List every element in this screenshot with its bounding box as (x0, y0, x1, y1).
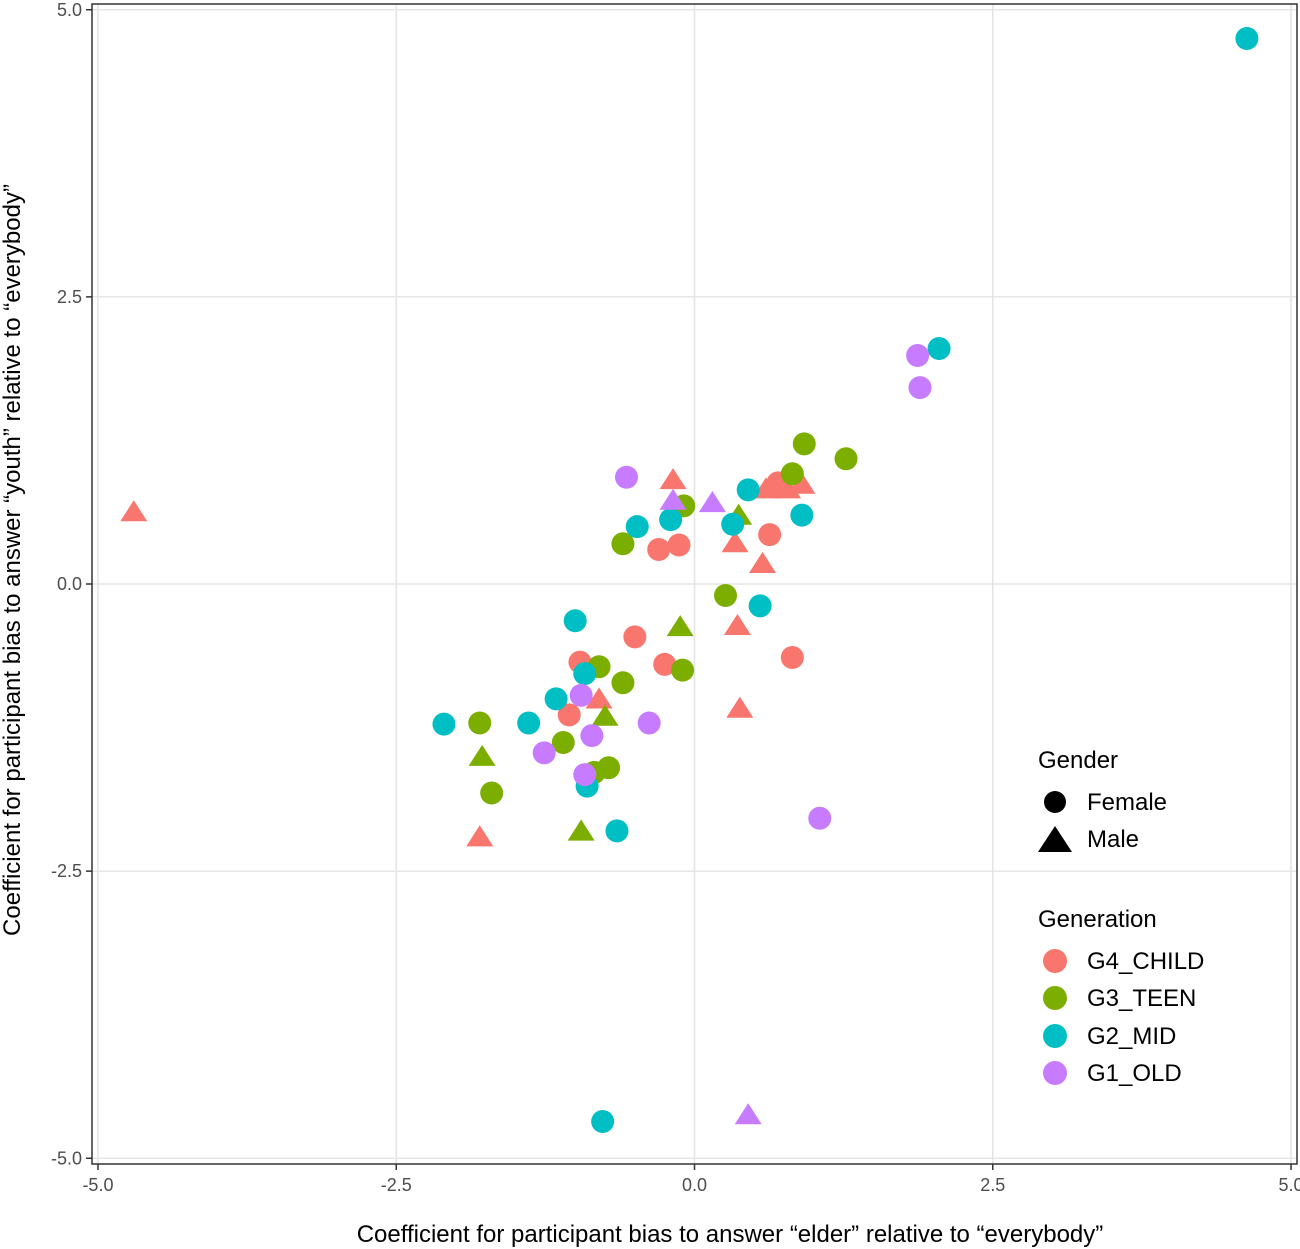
point-g1-old-male-66 (734, 1103, 762, 1125)
point-g4-child-female-17 (557, 703, 581, 727)
point-g3-teen-male-27 (666, 615, 694, 637)
point-g1-old-female-65 (808, 806, 832, 830)
point-g1-old-female-57 (614, 465, 638, 489)
legend-male-label: Male (1087, 826, 1139, 853)
point-g3-teen-female-30 (611, 671, 635, 695)
point-g1-old-female-60 (569, 683, 593, 707)
x-tick-label-0: -5.0 (82, 1175, 113, 1195)
point-g3-teen-female-26 (714, 583, 738, 607)
point-g2-mid-female-47 (563, 609, 587, 633)
point-g2-mid-female-43 (659, 508, 683, 532)
point-g1-old-male-59 (698, 491, 726, 513)
legend-generation-title: Generation (1038, 906, 1157, 933)
point-g4-child-female-6 (758, 523, 782, 547)
point-g4-child-female-14 (653, 652, 677, 676)
point-g2-mid-female-39 (1235, 26, 1259, 50)
grid-lines (92, 4, 1297, 1164)
point-g2-mid-female-45 (625, 515, 649, 539)
point-g4-child-male-7 (721, 531, 749, 553)
point-g2-mid-female-50 (432, 712, 456, 736)
point-g1-old-male-58 (659, 488, 687, 510)
point-g3-teen-female-32 (468, 711, 492, 735)
legend-g2-mid-symbol (1043, 1024, 1067, 1048)
x-axis-title: Coefficient for participant bias to answ… (357, 1221, 1104, 1248)
point-g2-mid-female-44 (721, 512, 745, 536)
y-axis-ticks: -5.0 -2.5 0.0 2.5 5.0 (51, 0, 92, 1168)
legend-g2-mid-label: G2_MID (1087, 1023, 1176, 1050)
point-g2-mid-female-40 (927, 337, 951, 361)
legend-female-label: Female (1087, 789, 1167, 816)
y-tick-label-4: 5.0 (57, 0, 82, 20)
legend-male-symbol (1038, 826, 1072, 852)
point-g3-teen-female-37 (480, 781, 504, 805)
legend-g4-child-symbol (1043, 949, 1067, 973)
point-g2-mid-female-53 (605, 819, 629, 843)
point-g1-old-female-56 (908, 376, 932, 400)
point-g4-child-female-8 (667, 533, 691, 557)
point-g3-teen-female-25 (611, 532, 635, 556)
legend-g3-teen-label: G3_TEEN (1087, 985, 1196, 1012)
y-axis-title: Coefficient for participant bias to answ… (0, 184, 26, 936)
point-g2-mid-female-42 (790, 503, 814, 527)
x-tick-label-1: -2.5 (381, 1175, 412, 1195)
y-tick-label-0: -5.0 (51, 1148, 82, 1168)
point-g3-teen-male-38 (567, 819, 595, 841)
legend-g1-old-symbol (1043, 1061, 1067, 1085)
x-tick-label-2: 0.0 (682, 1175, 707, 1195)
point-g4-child-female-13 (780, 646, 804, 670)
point-g3-teen-female-33 (551, 730, 575, 754)
point-g2-mid-female-48 (573, 662, 597, 686)
point-g4-child-male-11 (723, 613, 751, 636)
point-g4-child-male-0 (120, 500, 148, 522)
legend-generation: Generation G4_CHILD G3_TEEN G2_MID G1_OL… (1038, 906, 1204, 1087)
point-g1-old-female-61 (637, 711, 661, 735)
point-g1-old-female-64 (573, 763, 597, 787)
point-g2-mid-female-54 (591, 1110, 615, 1134)
x-tick-label-3: 2.5 (980, 1175, 1005, 1195)
point-g3-teen-male-34 (468, 744, 496, 766)
point-g1-old-female-55 (906, 343, 930, 367)
legend-female-symbol (1044, 791, 1066, 813)
point-g3-teen-female-20 (792, 432, 816, 456)
point-g4-child-female-12 (623, 625, 647, 649)
point-g4-child-male-10 (749, 551, 777, 573)
point-g4-child-male-4 (788, 472, 816, 494)
point-g3-teen-female-22 (780, 462, 804, 486)
x-axis-ticks: -5.0 -2.5 0.0 2.5 5.0 (82, 1164, 1300, 1195)
point-g1-old-female-63 (532, 741, 556, 765)
point-g3-teen-female-29 (671, 658, 695, 682)
point-g2-mid-female-41 (736, 478, 760, 502)
point-g3-teen-female-21 (834, 447, 858, 471)
point-g2-mid-female-51 (517, 711, 541, 735)
legend-g4-child-label: G4_CHILD (1087, 948, 1204, 975)
point-g1-old-female-62 (580, 724, 604, 748)
y-tick-label-2: 0.0 (57, 574, 82, 594)
point-g4-child-male-16 (585, 687, 613, 709)
legend-g3-teen-symbol (1043, 986, 1067, 1010)
point-g2-mid-female-49 (544, 687, 568, 711)
data-points (120, 26, 1259, 1134)
point-g4-child-male-1 (659, 468, 687, 490)
point-g3-teen-male-31 (591, 704, 619, 726)
legend-gender-title: Gender (1038, 747, 1118, 774)
point-g2-mid-female-46 (748, 594, 772, 618)
point-g4-child-male-18 (726, 696, 754, 718)
point-g4-child-female-9 (647, 538, 671, 562)
x-tick-label-4: 5.0 (1279, 1175, 1300, 1195)
legend-gender: Gender Female Male (1038, 747, 1167, 853)
y-tick-label-1: -2.5 (51, 861, 82, 881)
legend-g1-old-label: G1_OLD (1087, 1060, 1182, 1087)
point-g4-child-male-19 (466, 825, 494, 847)
y-tick-label-3: 2.5 (57, 287, 82, 307)
